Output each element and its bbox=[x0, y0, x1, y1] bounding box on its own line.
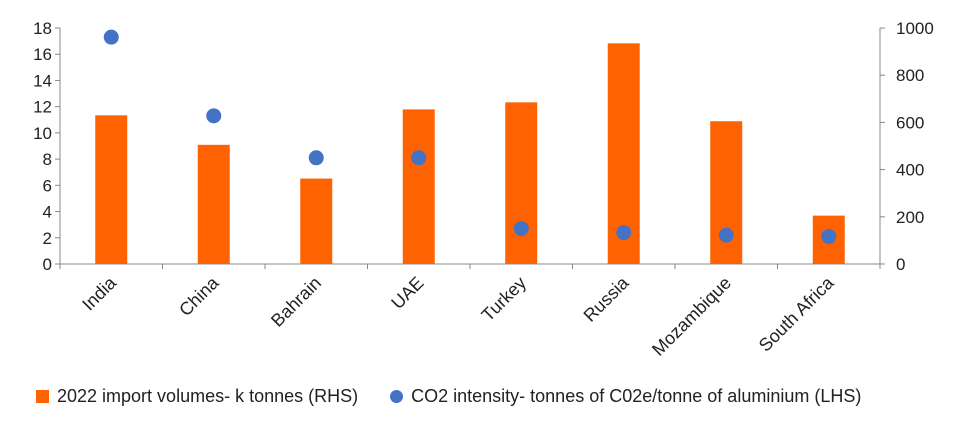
point-co2-bahrain bbox=[308, 150, 324, 166]
y-left-tick-label: 6 bbox=[43, 176, 52, 195]
bar-imports-bahrain bbox=[300, 178, 333, 264]
point-co2-russia bbox=[616, 225, 632, 241]
legend-swatch-bar bbox=[36, 390, 49, 403]
legend-label-imports: 2022 import volumes- k tonnes (RHS) bbox=[57, 386, 359, 406]
x-category-label: South Africa bbox=[755, 272, 838, 355]
y-right-tick-label: 600 bbox=[896, 113, 924, 132]
x-category-label: China bbox=[175, 272, 223, 320]
y-right-tick-label: 0 bbox=[896, 255, 905, 274]
y-left-tick-label: 18 bbox=[33, 19, 52, 38]
legend-item-co2: CO2 intensity- tonnes of C02e/tonne of a… bbox=[390, 386, 861, 407]
bar-imports-india bbox=[95, 115, 128, 264]
y-left-tick-label: 14 bbox=[33, 71, 52, 90]
x-category-label: Mozambique bbox=[648, 273, 735, 360]
bar-imports-uae bbox=[402, 109, 435, 264]
y-left-tick-label: 2 bbox=[43, 229, 52, 248]
y-left-tick-label: 0 bbox=[43, 255, 52, 274]
y-right-tick-label: 1000 bbox=[896, 19, 934, 38]
legend-label-co2: CO2 intensity- tonnes of C02e/tonne of a… bbox=[411, 386, 862, 406]
y-left-tick-label: 16 bbox=[33, 45, 52, 64]
y-right-tick-label: 400 bbox=[896, 161, 924, 180]
legend-swatch-dot bbox=[390, 390, 404, 403]
x-category-label: Russia bbox=[580, 272, 634, 326]
bar-imports-turkey bbox=[505, 102, 538, 264]
y-left-tick-label: 12 bbox=[33, 98, 52, 117]
point-co2-south-africa bbox=[821, 228, 837, 244]
x-category-label: UAE bbox=[387, 273, 427, 313]
point-co2-india bbox=[103, 29, 119, 45]
y-left-tick-label: 8 bbox=[43, 150, 52, 169]
point-co2-china bbox=[206, 108, 222, 124]
x-category-label: India bbox=[78, 272, 120, 314]
legend-item-imports: 2022 import volumes- k tonnes (RHS) bbox=[36, 386, 358, 407]
legend: 2022 import volumes- k tonnes (RHS) CO2 … bbox=[36, 386, 893, 407]
bar-imports-china bbox=[197, 144, 230, 264]
point-co2-turkey bbox=[513, 221, 529, 237]
chart: 0 2 4 6 8 10 12 14 16 18 0 200 400 600 800 1000 India Chi… bbox=[33, 19, 934, 360]
x-category-label: Bahrain bbox=[267, 273, 325, 331]
y-left-tick-label: 4 bbox=[43, 203, 52, 222]
y-left-tick-label: 10 bbox=[33, 124, 52, 143]
point-co2-mozambique bbox=[718, 227, 734, 243]
y-right-tick-label: 800 bbox=[896, 66, 924, 85]
y-right-tick-label: 200 bbox=[896, 208, 924, 227]
point-co2-uae bbox=[411, 150, 427, 166]
x-category-label: Turkey bbox=[478, 273, 531, 326]
